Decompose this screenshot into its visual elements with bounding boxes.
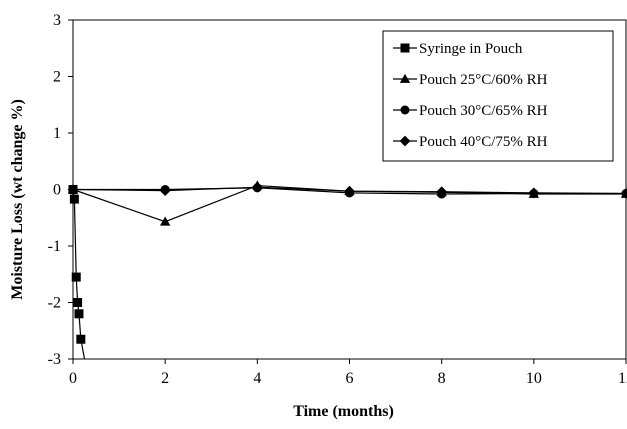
x-tick-label: 10 [526,370,542,387]
y-tick-label: -2 [48,295,61,312]
y-tick-label: -3 [48,351,61,368]
legend: Syringe in Pouch Pouch 25°C/60% RH Pouch 3… [383,31,613,161]
x-tick-label: 4 [253,370,261,387]
data-point [72,273,81,282]
series-layer [68,180,627,359]
data-point [73,298,82,307]
data-point [161,185,170,194]
legend-label: Pouch 40°C/75% RH [419,134,548,150]
data-point [70,195,79,204]
y-axis-title: Moisture Loss (wt change %) [9,99,26,300]
x-tick-label: 0 [69,370,77,387]
y-tick-label: 1 [53,125,61,142]
series-1 [69,185,86,359]
series-2 [68,180,627,225]
x-axis-title: Time (months) [293,403,394,420]
y-tick-label: 0 [53,182,61,199]
x-tick-label: 12 [618,370,627,387]
x-tick-label: 2 [161,370,169,387]
y-tick-label: 3 [53,12,61,29]
x-tick-label: 8 [438,370,446,387]
legend-label: Pouch 30°C/65% RH [419,103,548,119]
legend-marker [401,44,410,53]
x-tick-label: 6 [346,370,354,387]
legend-label: Syringe in Pouch [419,41,523,57]
legend-label: Pouch 25°C/60% RH [419,72,548,88]
data-point [252,180,262,189]
legend-marker [401,106,410,115]
y-tick-label: 2 [53,69,61,86]
data-point [74,309,83,318]
data-point [69,185,78,194]
y-tick-label: -1 [48,238,61,255]
data-point [76,335,85,344]
